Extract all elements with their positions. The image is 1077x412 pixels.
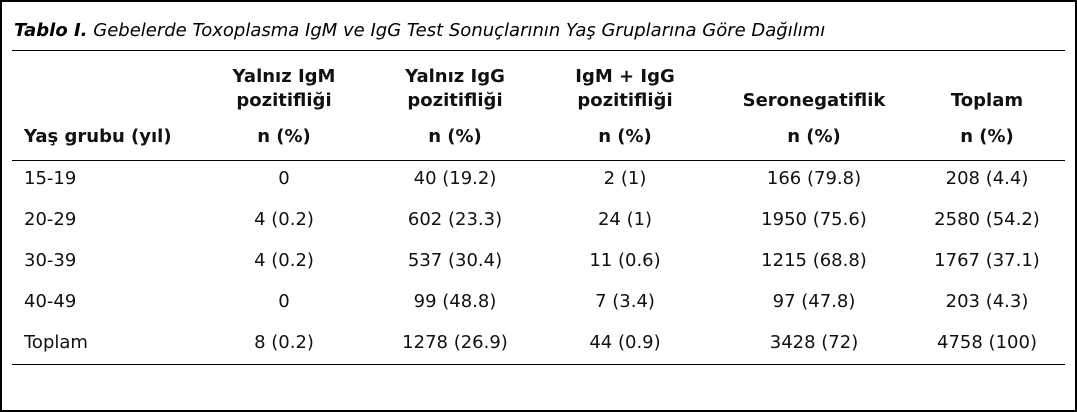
header-cell: Yalnız IgM — [232, 66, 336, 87]
header-unit: Yaş grubu (yıl) — [24, 126, 172, 147]
header-unit: n (%) — [598, 126, 652, 147]
table-cell: 24 (1) — [597, 209, 653, 230]
table-cell: 1950 (75.6) — [761, 209, 867, 230]
table-cell: 30-39 — [24, 250, 77, 271]
table-cell: 4 (0.2) — [254, 209, 314, 230]
table-cell: 15-19 — [24, 168, 77, 189]
table-cell: 40 (19.2) — [413, 168, 497, 189]
table-cell: 203 (4.3) — [945, 291, 1029, 312]
table-cell: 20-29 — [24, 209, 77, 230]
rule — [12, 364, 1065, 365]
table-cell: 602 (23.3) — [407, 209, 503, 230]
header-cell: Yalnız IgG — [405, 66, 505, 87]
rule — [12, 160, 1065, 161]
table-cell: 40-49 — [24, 291, 77, 312]
header-unit: n (%) — [428, 126, 482, 147]
header-cell: pozitifliği — [577, 90, 673, 111]
table-cell: 44 (0.9) — [589, 332, 661, 353]
table-cell: 97 (47.8) — [772, 291, 856, 312]
table-cell: 1278 (26.9) — [402, 332, 508, 353]
header-cell: Seronegatiflik — [742, 90, 886, 111]
table-cell: 537 (30.4) — [407, 250, 503, 271]
table-cell: Toplam — [24, 332, 88, 353]
table-cell: 1215 (68.8) — [761, 250, 867, 271]
title-text: Gebelerde Toxoplasma IgM ve IgG Test Son… — [93, 20, 826, 41]
header-unit: n (%) — [960, 126, 1014, 147]
table-cell: 1767 (37.1) — [934, 250, 1040, 271]
table-cell: 166 (79.8) — [766, 168, 862, 189]
header-cell: Toplam — [950, 90, 1024, 111]
table-cell: 0 — [278, 291, 290, 312]
table-cell: 3428 (72) — [769, 332, 859, 353]
table-cell: 7 (3.4) — [595, 291, 655, 312]
header-unit: n (%) — [787, 126, 841, 147]
table-cell: 208 (4.4) — [945, 168, 1029, 189]
table-cell: 11 (0.6) — [589, 250, 661, 271]
table-cell: 2 (1) — [603, 168, 647, 189]
table-cell: 99 (48.8) — [413, 291, 497, 312]
header-cell: pozitifliği — [236, 90, 332, 111]
table-title: Tablo I. Gebelerde Toxoplasma IgM ve IgG… — [14, 20, 825, 41]
header-cell: IgM + IgG — [575, 66, 675, 87]
header-unit: n (%) — [257, 126, 311, 147]
table-cell: 2580 (54.2) — [934, 209, 1040, 230]
title-label: Tablo I. — [14, 20, 88, 41]
rule — [12, 50, 1065, 51]
table-cell: 8 (0.2) — [254, 332, 314, 353]
header-cell: pozitifliği — [407, 90, 503, 111]
table-cell: 4758 (100) — [937, 332, 1037, 353]
table-cell: 4 (0.2) — [254, 250, 314, 271]
table-cell: 0 — [278, 168, 290, 189]
